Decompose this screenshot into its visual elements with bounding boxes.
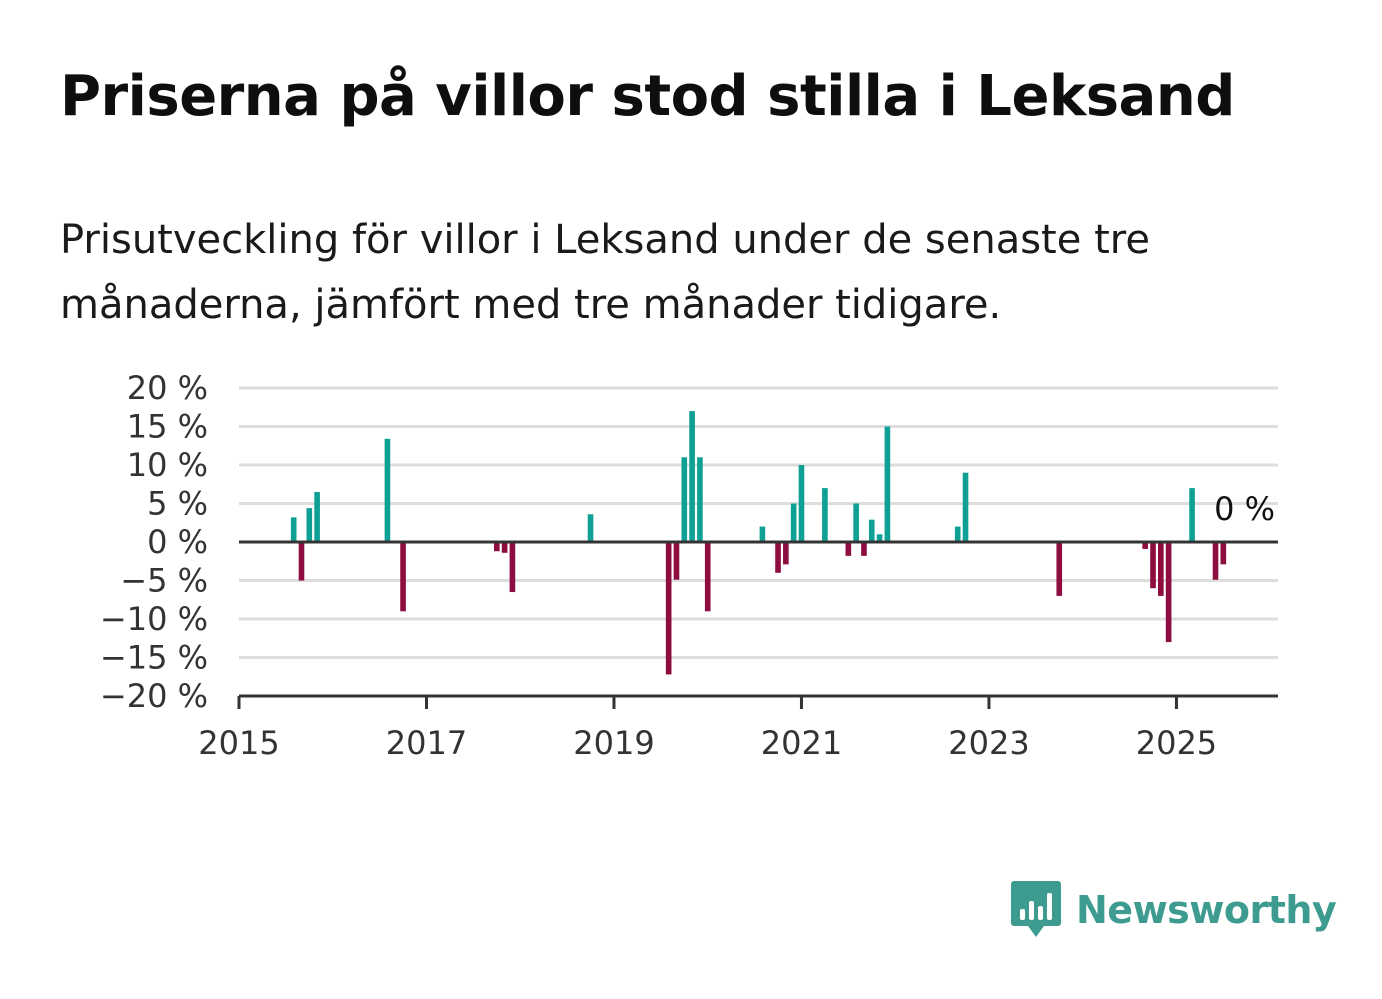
bar-negative [1056,542,1063,596]
y-tick-label: −5 % [120,562,208,600]
bar-positive [306,508,313,542]
bar-negative [298,542,305,581]
bar-positive [587,514,594,542]
bar-negative [704,542,711,612]
bar-positive [868,519,875,542]
labels: 20 %15 %10 %5 %0 %−5 %−10 %−15 %−20 %201… [100,369,1275,762]
bar-negative [1150,542,1156,589]
x-tick-label: 2023 [948,724,1029,762]
bar-negative [665,542,672,675]
bar-positive [697,457,703,542]
bar-negative [1212,542,1219,580]
bar-negative [400,542,406,612]
newsworthy-logo-icon [1011,881,1061,937]
y-tick-label: 15 % [127,408,208,446]
x-tick-label: 2021 [761,724,842,762]
bar-positive [822,488,828,542]
y-tick-label: −10 % [100,600,208,638]
bar-negative [1142,542,1149,549]
x-tick-label: 2019 [573,724,654,762]
bar-positive [314,491,320,542]
bar-positive [798,465,805,542]
newsworthy-brand[interactable]: Newsworthy [1010,878,1337,942]
bar-positive [853,503,859,542]
y-tick-label: 5 % [147,485,208,523]
bar-positive [962,472,969,542]
axes [237,540,1278,709]
grid-lines [239,386,1278,659]
x-tick-label: 2025 [1136,724,1217,762]
chart-title: Priserna på villor stod stilla i Leksand [60,64,1235,129]
bar-positive [790,503,797,542]
bar-negative [1165,542,1172,643]
bar-positive [681,457,688,542]
bar-positive [884,426,891,542]
bar-positive [876,534,883,542]
bar-positive [384,438,391,542]
x-tick-label: 2015 [198,724,279,762]
x-tick-label: 2017 [386,724,467,762]
bar-positive [1189,488,1195,542]
y-tick-label: 20 % [127,369,208,407]
chart-subtitle: Prisutveckling för villor i Leksand unde… [60,217,1150,328]
bar-positive [759,526,766,542]
y-tick-label: 0 % [147,523,208,561]
bar-positive [954,526,961,542]
y-tick-label: −20 % [100,677,208,715]
bar-negative [783,542,789,565]
bar-negative [861,542,867,556]
bar-positive [290,517,297,542]
bar-negative [509,542,516,593]
bar-negative [845,542,852,556]
bars [290,411,1227,675]
bar-positive [689,411,695,542]
y-tick-label: −15 % [100,639,208,677]
brand-name: Newsworthy [1076,888,1337,932]
bar-negative [673,542,680,580]
bar-negative [493,542,500,552]
end-value-label: 0 % [1214,490,1275,528]
bar-negative [775,542,781,573]
bar-negative [1220,542,1227,565]
bar-negative [501,542,508,553]
y-tick-label: 10 % [127,446,208,484]
bar-negative [1158,542,1164,596]
